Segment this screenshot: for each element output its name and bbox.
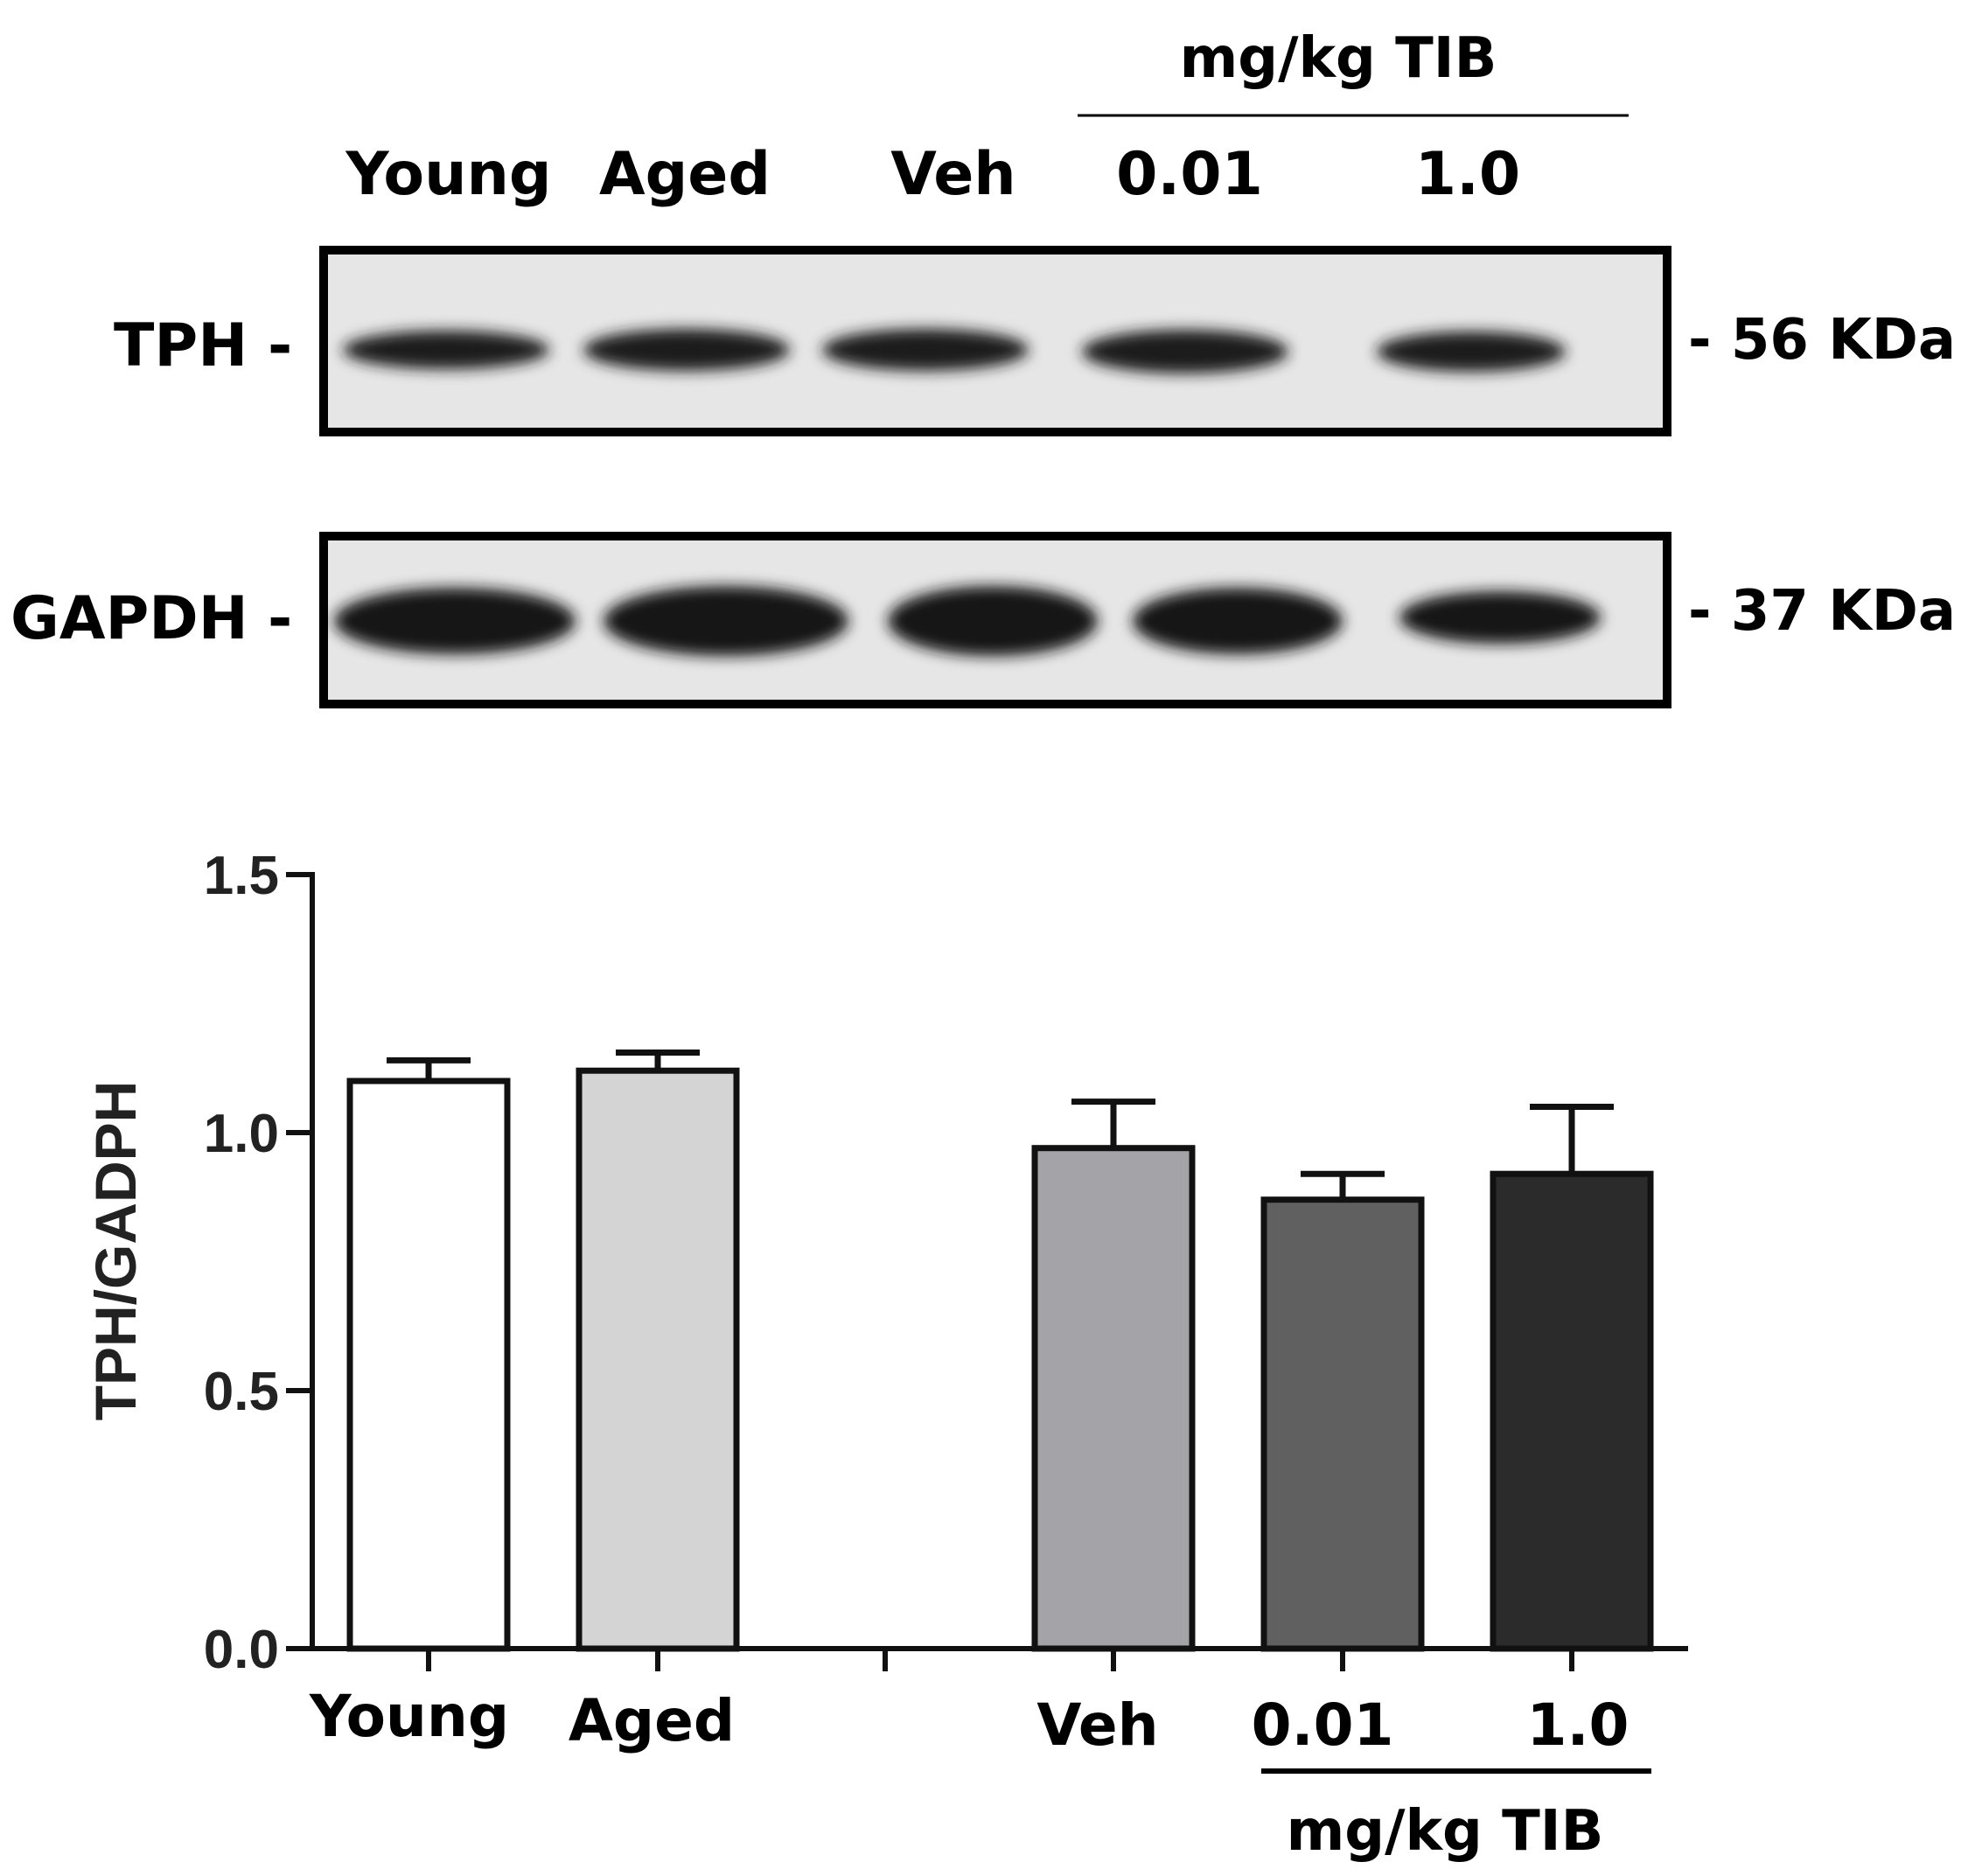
blot-lane-label-1.0: 1.0 bbox=[1415, 140, 1520, 209]
tph-band-veh bbox=[822, 329, 1029, 371]
bar-0.01 bbox=[1260, 1196, 1425, 1652]
bar-aged bbox=[576, 1067, 740, 1652]
blot-lane-label-veh: Veh bbox=[890, 140, 1015, 209]
tph-band-0.01 bbox=[1082, 330, 1288, 373]
tph-row-label: TPH bbox=[114, 311, 248, 380]
x-tick-label-1.0: 1.0 bbox=[1527, 1691, 1630, 1759]
tph-band-young bbox=[343, 331, 549, 369]
blot-lane-label-aged: Aged bbox=[599, 140, 771, 209]
y-tick-label-1: 0.5 bbox=[204, 1362, 279, 1422]
y-axis-label: TPH/GADPH bbox=[83, 1081, 148, 1421]
y-tick-label-3: 1.5 bbox=[204, 846, 279, 906]
tph-marker-label: - 56 KDa bbox=[1688, 308, 1956, 373]
gapdh-row-dash: - bbox=[268, 584, 292, 653]
blot-group-label: mg/kg TIB bbox=[1180, 26, 1497, 91]
gapdh-band-1.0 bbox=[1399, 591, 1601, 644]
blot-lane-label-young: Young bbox=[345, 140, 551, 209]
tph-band-1.0 bbox=[1377, 331, 1566, 372]
gapdh-band-0.01 bbox=[1133, 588, 1343, 654]
chart-group-label: mg/kg TIB bbox=[1287, 1799, 1604, 1864]
tph-row-dash: - bbox=[268, 311, 292, 380]
blot-lane-label-0.01: 0.01 bbox=[1116, 140, 1263, 209]
x-tick-label-veh: Veh bbox=[1036, 1691, 1158, 1759]
x-tick-label-aged: Aged bbox=[569, 1687, 735, 1754]
western-blot-panel: mg/kg TIB Young Aged Veh 0.01 1.0 TPH - … bbox=[10, 26, 1956, 708]
x-tick-label-0.01: 0.01 bbox=[1252, 1691, 1394, 1759]
gapdh-band-young bbox=[334, 588, 576, 654]
gapdh-band-veh bbox=[888, 586, 1098, 656]
gapdh-blot bbox=[319, 532, 1671, 708]
gapdh-row-label: GAPDH bbox=[10, 584, 248, 653]
bar-young bbox=[346, 1077, 511, 1652]
y-tick-label-0: 0.0 bbox=[204, 1620, 279, 1680]
tph-blot bbox=[319, 246, 1671, 436]
tph-band-aged bbox=[583, 329, 790, 371]
gapdh-band-aged bbox=[604, 586, 848, 656]
bar-veh bbox=[1031, 1145, 1196, 1652]
x-tick-label-young: Young bbox=[309, 1683, 509, 1750]
bar-1.0 bbox=[1490, 1170, 1654, 1652]
gapdh-marker-label: - 37 KDa bbox=[1688, 579, 1956, 644]
y-tick-label-2: 1.0 bbox=[204, 1104, 279, 1164]
